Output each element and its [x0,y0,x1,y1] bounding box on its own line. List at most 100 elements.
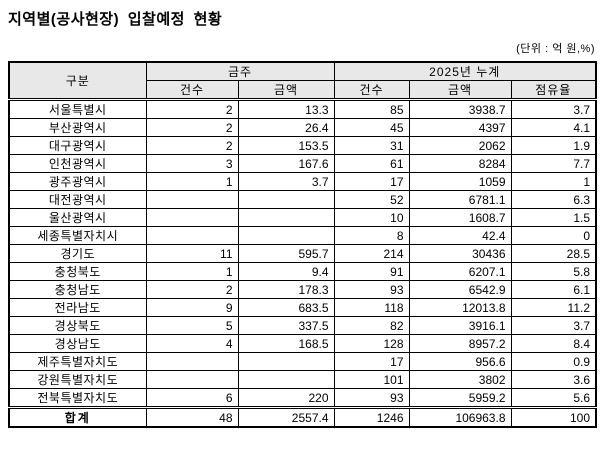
table-row: 경상남도 4 168.5 128 8957.2 8.4 [8,334,597,353]
cell-cum-amount: 8284 [408,154,512,173]
cell-share: 11.2 [510,298,597,317]
cell-week-count [145,370,239,389]
cell-cum-amount: 3802 [408,370,512,389]
cell-cum-count: 52 [333,190,410,209]
cell-region: 전라남도 [8,298,147,317]
table-row: 전북특별자치도 6 220 93 5959.2 5.6 [8,388,597,408]
header-cum-amount: 금액 [408,80,512,101]
cell-cum-count: 128 [333,334,410,353]
cell-cum-count: 31 [333,136,410,155]
cell-week-count: 1 [145,172,239,191]
cell-week-count: 11 [145,244,239,263]
cell-cum-count: 61 [333,154,410,173]
table-row: 서울특별시 2 13.3 85 3938.7 3.7 [8,99,597,119]
cell-cum-count: 214 [333,244,410,263]
cell-week-amount [237,190,335,209]
table-row: 대전광역시 52 6781.1 6.3 [8,190,597,209]
table-row: 제주특별자치도 17 956.6 0.9 [8,352,597,371]
cell-region: 강원특별자치도 [8,370,147,389]
header-row-groups: 구분 금주 2025년 누계 [8,61,597,101]
cell-region: 부산광역시 [8,118,147,137]
cell-cum-count: 82 [333,316,410,335]
cell-region: 충청남도 [8,280,147,299]
cell-cum-count: 17 [333,352,410,371]
region-bid-table: 구분 금주 2025년 누계 건수 금액 건수 금액 점유율 서울특별시 2 1… [8,61,598,428]
cell-share: 0.9 [510,352,597,371]
cell-week-amount [237,352,335,371]
cell-cum-amount: 12013.8 [408,298,512,317]
cell-week-amount: 168.5 [237,334,335,353]
cell-share: 3.6 [510,370,597,389]
table-row: 광주광역시 1 3.7 17 1059 1 [8,172,597,191]
cell-share: 28.5 [510,244,597,263]
cell-region: 세종특별자치시 [8,226,147,245]
cell-week-amount: 595.7 [237,244,335,263]
table-row: 충청남도 2 178.3 93 6542.9 6.1 [8,280,597,299]
cell-region: 광주광역시 [8,172,147,191]
cell-share: 3.7 [510,316,597,335]
header-gubun: 구분 [8,61,147,101]
cell-total-label: 합계 [8,406,147,428]
cell-cum-count: 8 [333,226,410,245]
cell-total-cum-amount: 106963.8 [408,406,512,428]
cell-cum-amount: 6781.1 [408,190,512,209]
cell-week-count: 2 [145,280,239,299]
cell-week-count: 5 [145,316,239,335]
cell-region: 인천광역시 [8,154,147,173]
cell-cum-amount: 3916.1 [408,316,512,335]
header-row-columns: 건수 금액 건수 금액 점유율 [9,80,597,101]
header-week-group: 금주 [145,61,335,81]
table-row: 강원특별자치도 101 3802 3.6 [8,370,597,389]
table-row: 경기도 11 595.7 214 30436 28.5 [8,244,597,263]
cell-cum-count: 17 [333,172,410,191]
cell-region: 대구광역시 [8,136,147,155]
cell-share: 7.7 [510,154,597,173]
cell-cum-amount: 4397 [408,118,512,137]
cell-week-count: 3 [145,154,239,173]
cell-week-count: 2 [145,118,239,137]
cell-region: 경기도 [8,244,147,263]
cell-cum-count: 85 [333,99,410,119]
cell-total-cum-count: 1246 [333,406,410,428]
cell-week-amount: 13.3 [237,99,335,119]
header-cum-count: 건수 [333,80,410,101]
cell-cum-amount: 5959.2 [408,388,512,408]
cell-share: 0 [510,226,597,245]
cell-share: 4.1 [510,118,597,137]
cell-total-week-amount: 2557.4 [237,406,335,428]
unit-note: (단위 : 억 원,%) [516,43,595,55]
cell-region: 경상남도 [8,334,147,353]
cell-share: 1 [510,172,597,191]
cell-region: 제주특별자치도 [8,352,147,371]
cell-region: 전북특별자치도 [8,388,147,408]
cell-total-share: 100 [510,406,597,428]
cell-week-amount: 683.5 [237,298,335,317]
cell-cum-amount: 3938.7 [408,99,512,119]
cell-region: 대전광역시 [8,190,147,209]
cell-share: 3.7 [510,99,597,119]
cell-region: 울산광역시 [8,208,147,227]
header-week-count: 건수 [145,80,239,101]
cell-week-count [145,352,239,371]
cell-cum-count: 93 [333,280,410,299]
cell-week-count: 4 [145,334,239,353]
cell-week-count: 2 [145,99,239,119]
cell-week-amount: 178.3 [237,280,335,299]
cell-week-amount [237,226,335,245]
cell-week-amount: 220 [237,388,335,408]
cell-share: 6.1 [510,280,597,299]
cell-week-count: 1 [145,262,239,281]
cell-week-amount: 3.7 [237,172,335,191]
cell-week-amount [237,208,335,227]
cell-total-week-count: 48 [145,406,239,428]
table-row: 경상북도 5 337.5 82 3916.1 3.7 [8,316,597,335]
cell-cum-amount: 30436 [408,244,512,263]
cell-cum-amount: 1059 [408,172,512,191]
cell-week-count [145,208,239,227]
cell-cum-count: 93 [333,388,410,408]
cell-week-count [145,190,239,209]
cell-cum-amount: 1608.7 [408,208,512,227]
cell-week-count [145,226,239,245]
cell-cum-amount: 42.4 [408,226,512,245]
cell-region: 충청북도 [8,262,147,281]
